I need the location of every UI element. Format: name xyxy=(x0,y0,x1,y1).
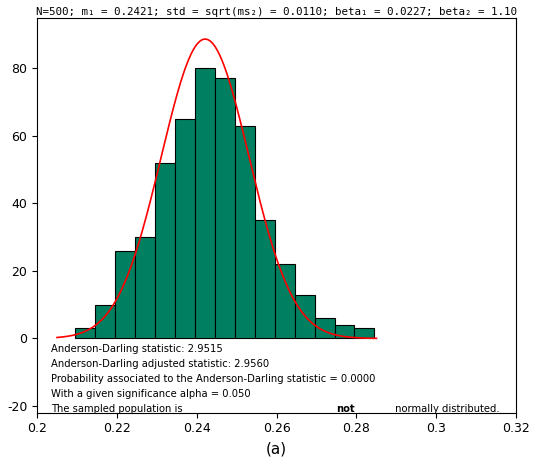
Text: The sampled population is: The sampled population is xyxy=(51,404,186,414)
Title: N=500; m₁ = 0.2421; std = sqrt(ms₂) = 0.0110; beta₁ = 0.0227; beta₂ = 1.10: N=500; m₁ = 0.2421; std = sqrt(ms₂) = 0.… xyxy=(36,7,517,17)
Bar xyxy=(95,305,115,338)
Bar xyxy=(335,325,354,338)
Bar xyxy=(274,264,295,338)
Bar xyxy=(115,250,135,338)
Text: Anderson-Darling statistic: 2.9515: Anderson-Darling statistic: 2.9515 xyxy=(51,344,223,354)
Text: normally distributed.: normally distributed. xyxy=(393,404,500,414)
Bar xyxy=(315,318,335,338)
Bar xyxy=(75,328,95,338)
Bar xyxy=(215,79,235,338)
Text: Anderson-Darling adjusted statistic: 2.9560: Anderson-Darling adjusted statistic: 2.9… xyxy=(51,359,269,369)
Bar xyxy=(135,237,155,338)
Bar xyxy=(195,69,215,338)
Bar xyxy=(175,119,195,338)
X-axis label: (a): (a) xyxy=(266,441,287,456)
Text: With a given significance alpha = 0.050: With a given significance alpha = 0.050 xyxy=(51,389,251,399)
Bar xyxy=(255,220,274,338)
Bar xyxy=(155,163,175,338)
Bar xyxy=(354,328,374,338)
Bar xyxy=(235,126,255,338)
Text: Probability associated to the Anderson-Darling statistic = 0.0000: Probability associated to the Anderson-D… xyxy=(51,374,375,384)
Bar xyxy=(295,294,315,338)
Text: not: not xyxy=(337,404,355,414)
